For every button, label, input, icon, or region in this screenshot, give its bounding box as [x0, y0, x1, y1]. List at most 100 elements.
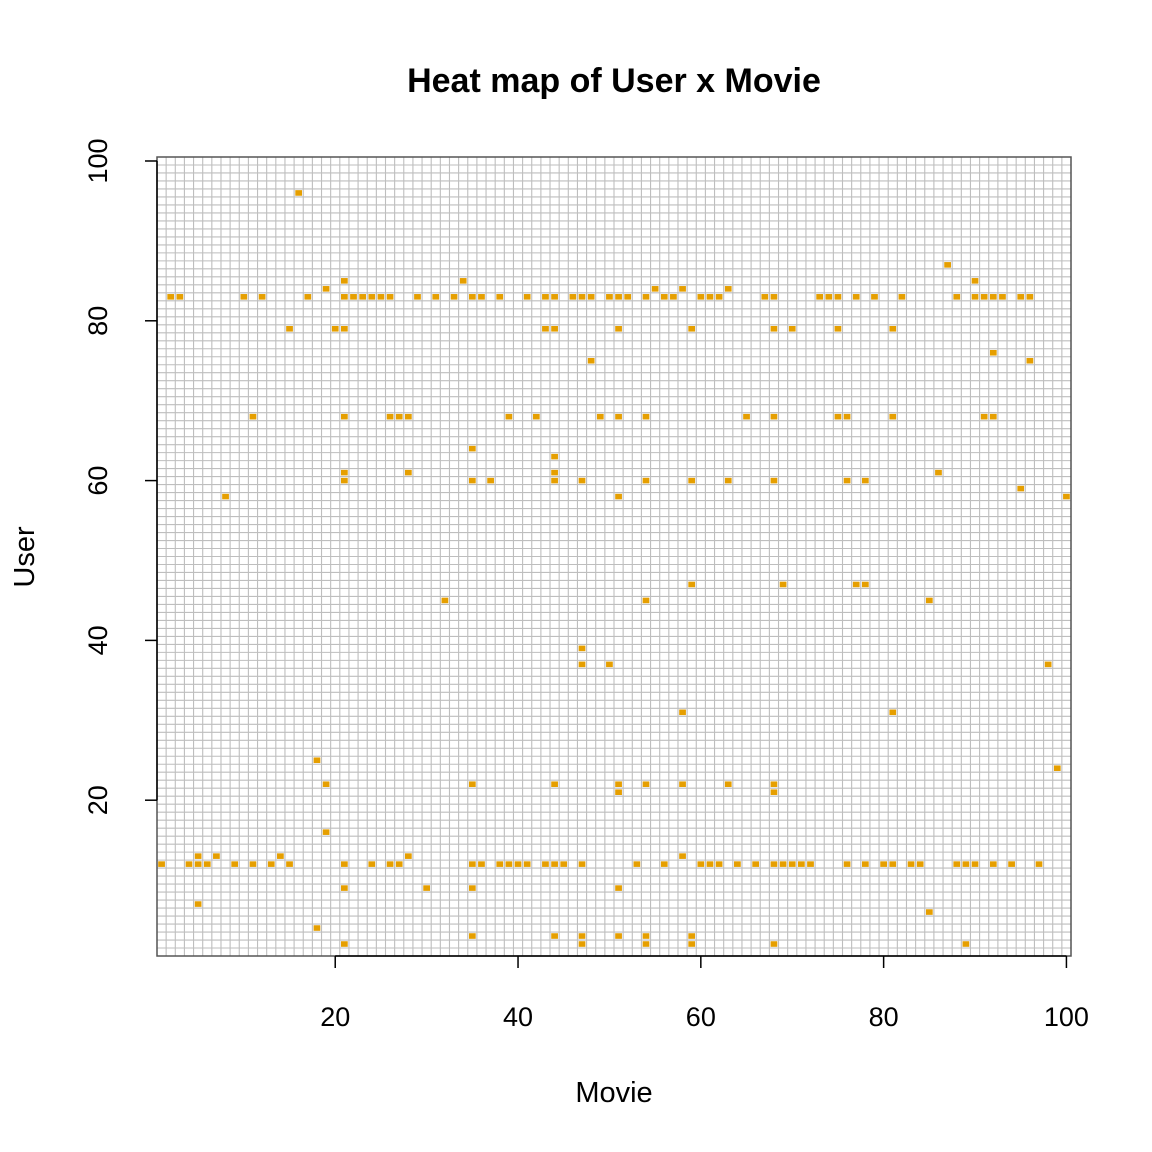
heatmap-cell	[1026, 357, 1034, 364]
heatmap-cell	[679, 286, 686, 292]
heatmap-cell	[615, 325, 622, 332]
heatmap-cell	[889, 325, 897, 332]
heatmap-cell	[441, 597, 449, 604]
heatmap-cell	[167, 294, 175, 300]
heatmap-cell	[688, 933, 696, 939]
heatmap-cell	[925, 597, 933, 604]
heatmap-cell	[551, 781, 558, 788]
heatmap-cell	[249, 861, 257, 867]
heatmap-cell	[514, 861, 522, 867]
heatmap-cell	[231, 861, 239, 867]
heatmap-cell	[715, 294, 723, 300]
heatmap-cell	[203, 861, 211, 867]
heatmap-cell	[606, 661, 613, 668]
heatmap-cell	[313, 757, 321, 764]
heatmap-cell	[660, 294, 668, 300]
heatmap-cell	[322, 829, 330, 835]
heatmap-cell	[834, 413, 842, 420]
heatmap-cell	[615, 493, 622, 500]
heatmap-cell	[852, 294, 860, 300]
heatmap-cell	[295, 190, 303, 196]
heatmap-cell	[925, 909, 933, 915]
heatmap-cell	[688, 581, 696, 588]
heatmap-cell	[971, 294, 979, 300]
heatmap-cell	[642, 413, 650, 420]
heatmap-cell	[341, 325, 348, 332]
heatmap-cell	[359, 294, 367, 300]
heatmap-cell	[752, 861, 760, 867]
heatmap-cell	[578, 661, 586, 668]
heatmap-cell	[962, 861, 970, 867]
heatmap-cell	[770, 294, 778, 300]
heatmap-cell	[724, 477, 732, 484]
heatmap-cell	[1063, 493, 1070, 500]
heatmap-cell	[194, 853, 202, 859]
heatmap-cell	[989, 349, 997, 356]
heatmap-cell	[688, 477, 696, 484]
x-tick-label: 60	[686, 1002, 716, 1032]
heatmap-cell	[578, 477, 586, 484]
heatmap-cell	[706, 294, 714, 300]
heatmap-cell	[523, 861, 531, 867]
heatmap-cell	[615, 789, 622, 795]
heatmap-cell	[916, 861, 924, 867]
heatmap-cell	[798, 861, 805, 867]
heatmap-cell	[989, 861, 997, 867]
heatmap-cell	[587, 357, 595, 364]
heatmap-cell	[560, 861, 568, 867]
heatmap-cell	[743, 413, 750, 420]
heatmap-cell	[468, 885, 476, 891]
heatmap-cell	[834, 325, 842, 332]
heatmap-cell	[624, 294, 632, 300]
heatmap-cell	[779, 581, 787, 588]
heatmap-cell	[386, 294, 394, 300]
heatmap-cell	[551, 477, 558, 484]
heatmap-cell	[852, 581, 860, 588]
heatmap-cell	[825, 294, 833, 300]
heatmap-cell	[679, 853, 686, 859]
heatmap-cell	[213, 853, 220, 859]
x-tick-label: 100	[1044, 1002, 1089, 1032]
heatmap-cell	[807, 861, 814, 867]
x-tick-label: 40	[503, 1002, 533, 1032]
heatmap-cell	[596, 413, 604, 420]
heatmap-cell	[861, 477, 869, 484]
heatmap-cell	[341, 413, 348, 420]
chart-title: Heat map of User x Movie	[407, 62, 821, 100]
heatmap-cell	[468, 933, 476, 939]
heatmap-cell	[551, 933, 558, 939]
heatmap-cell	[468, 781, 476, 788]
heatmap-cell	[642, 477, 650, 484]
heatmap-cell	[971, 861, 979, 867]
heatmap-cell	[779, 861, 787, 867]
heatmap-cell	[532, 413, 540, 420]
y-axis-label: User	[9, 526, 41, 588]
heatmap-cell	[258, 294, 266, 300]
heatmap-cell	[816, 294, 824, 300]
heatmap-cell	[487, 477, 494, 484]
y-tick-label: 80	[83, 306, 113, 336]
y-tick-label: 100	[83, 138, 113, 183]
heatmap-cell	[551, 453, 558, 460]
heatmap-cell	[386, 861, 394, 867]
heatmap-cell	[670, 294, 677, 300]
heatmap-cell	[277, 853, 284, 859]
heatmap-cell	[578, 645, 586, 652]
heatmap-cell	[642, 294, 650, 300]
heatmap-cell	[267, 861, 275, 867]
heatmap-cell	[724, 781, 732, 788]
heatmap-cell	[176, 294, 184, 300]
y-tick-label: 60	[83, 466, 113, 496]
heatmap-cell	[861, 861, 869, 867]
heatmap-cell	[697, 294, 705, 300]
heatmap-cell	[898, 294, 906, 300]
heatmap-cell	[953, 294, 961, 300]
heatmap-cell	[505, 861, 513, 867]
x-axis: 20 40 60 80 100	[320, 955, 1089, 1032]
heatmap-cell	[341, 861, 348, 867]
heatmap-cell	[770, 789, 778, 795]
heatmap-cell	[432, 294, 440, 300]
heatmap-cell	[350, 294, 357, 300]
heatmap-cell	[496, 861, 504, 867]
heatmap-cell	[313, 925, 321, 931]
